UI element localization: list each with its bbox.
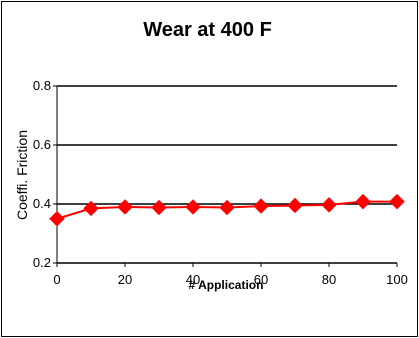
x-tick-label: 60 bbox=[254, 272, 268, 287]
data-point-marker bbox=[117, 199, 133, 215]
chart-title: Wear at 400 F bbox=[143, 19, 272, 41]
x-tick-label: 100 bbox=[386, 272, 408, 287]
data-point-marker bbox=[151, 199, 167, 216]
y-tick-label: 0.2 bbox=[33, 255, 51, 270]
y-axis-label: Coeffi. Friction bbox=[14, 130, 30, 220]
x-axis-label: # Application bbox=[189, 278, 264, 292]
y-tick-label: 0.6 bbox=[33, 137, 51, 152]
data-point-marker bbox=[253, 198, 269, 214]
x-tick-label: 40 bbox=[186, 272, 200, 287]
x-tick-label: 20 bbox=[118, 272, 132, 287]
data-point-marker bbox=[49, 211, 65, 227]
y-tick-label: 0.4 bbox=[33, 196, 51, 211]
data-point-marker bbox=[219, 199, 235, 216]
x-tick-label: 80 bbox=[322, 272, 336, 287]
data-point-marker bbox=[355, 193, 371, 210]
data-point-marker bbox=[83, 200, 99, 217]
data-point-marker bbox=[287, 197, 303, 214]
plot-area: 0.2 0.4 0.6 0.8 0 20 40 60 80 100 bbox=[33, 78, 408, 287]
x-tick-label: 0 bbox=[53, 272, 60, 287]
data-point-marker bbox=[389, 193, 405, 210]
y-tick-label: 0.8 bbox=[33, 78, 51, 93]
data-point-marker bbox=[185, 199, 201, 215]
data-point-marker bbox=[321, 197, 337, 213]
